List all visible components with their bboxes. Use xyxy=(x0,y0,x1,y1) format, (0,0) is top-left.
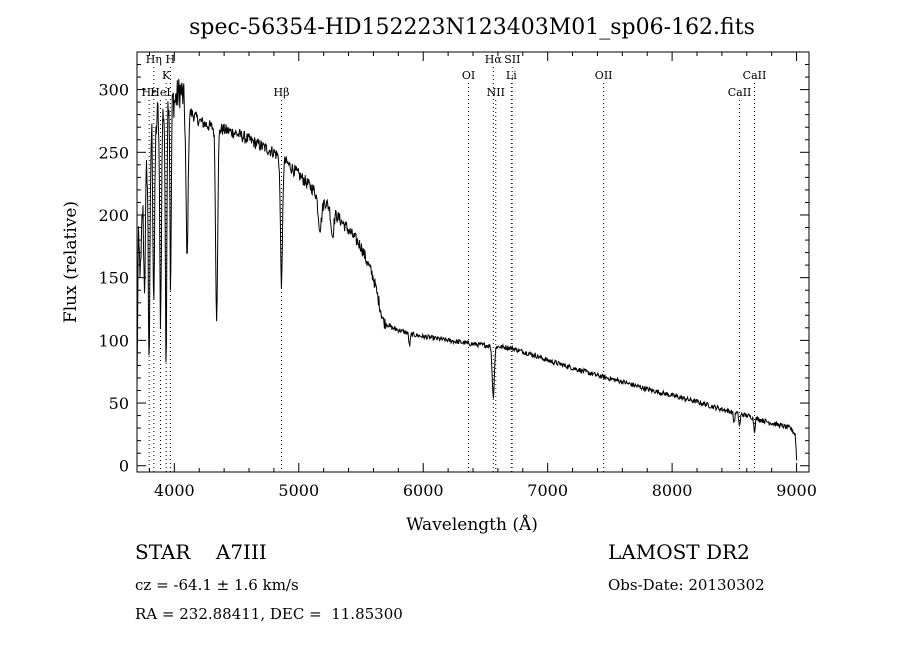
y-tick-label: 50 xyxy=(109,394,129,413)
redshift-value: cz = -64.1 ± 1.6 km/s xyxy=(135,576,299,594)
y-tick-label: 0 xyxy=(119,457,129,476)
y-tick-label: 150 xyxy=(98,269,129,288)
spectrum-plot: spec-56354-HD152223N123403M01_sp06-162.f… xyxy=(61,15,817,535)
y-tick-label: 100 xyxy=(98,331,129,350)
x-tick-label: 5000 xyxy=(278,481,319,500)
y-tick-label: 250 xyxy=(98,143,129,162)
line-marker-label: NII xyxy=(487,86,505,99)
line-marker-label: Li xyxy=(506,69,517,82)
line-marker-label: OI xyxy=(462,69,475,82)
line-marker-label: Hη xyxy=(146,53,162,66)
x-tick-label: 6000 xyxy=(403,481,444,500)
line-marker-label: CaII xyxy=(728,86,752,99)
line-marker-label: K xyxy=(162,69,171,82)
line-marker-label: Hβ xyxy=(274,86,290,99)
spectrum-line xyxy=(136,78,798,461)
line-marker-label: SII xyxy=(504,53,520,66)
line-marker-label: CaII xyxy=(743,69,767,82)
plot-frame xyxy=(136,51,810,473)
y-axis: 0 50 100 150 200 250 300 xyxy=(98,64,809,476)
x-tick-label: 7000 xyxy=(527,481,568,500)
object-class: STAR A7III xyxy=(135,540,267,564)
chart-title: spec-56354-HD152223N123403M01_sp06-162.f… xyxy=(189,15,755,40)
line-marker-label: Hα xyxy=(485,53,503,66)
x-tick-label: 8000 xyxy=(652,481,693,500)
x-axis-label: Wavelength (Å) xyxy=(406,514,538,535)
y-axis-label: Flux (relative) xyxy=(61,201,81,323)
survey-name: LAMOST DR2 xyxy=(608,540,750,564)
coordinates: RA = 232.88411, DEC = 11.85300 xyxy=(135,605,403,623)
line-marker-label: H xyxy=(166,53,176,66)
x-tick-label: 9000 xyxy=(776,481,817,500)
y-tick-label: 200 xyxy=(98,206,129,225)
observation-date: Obs-Date: 20130302 xyxy=(608,576,765,594)
x-axis: 4000 5000 6000 7000 8000 9000 xyxy=(148,52,817,500)
y-tick-label: 300 xyxy=(98,81,129,100)
x-tick-label: 4000 xyxy=(154,481,195,500)
line-marker-label: OII xyxy=(595,69,613,82)
line-marker-label: HeI xyxy=(150,86,170,99)
